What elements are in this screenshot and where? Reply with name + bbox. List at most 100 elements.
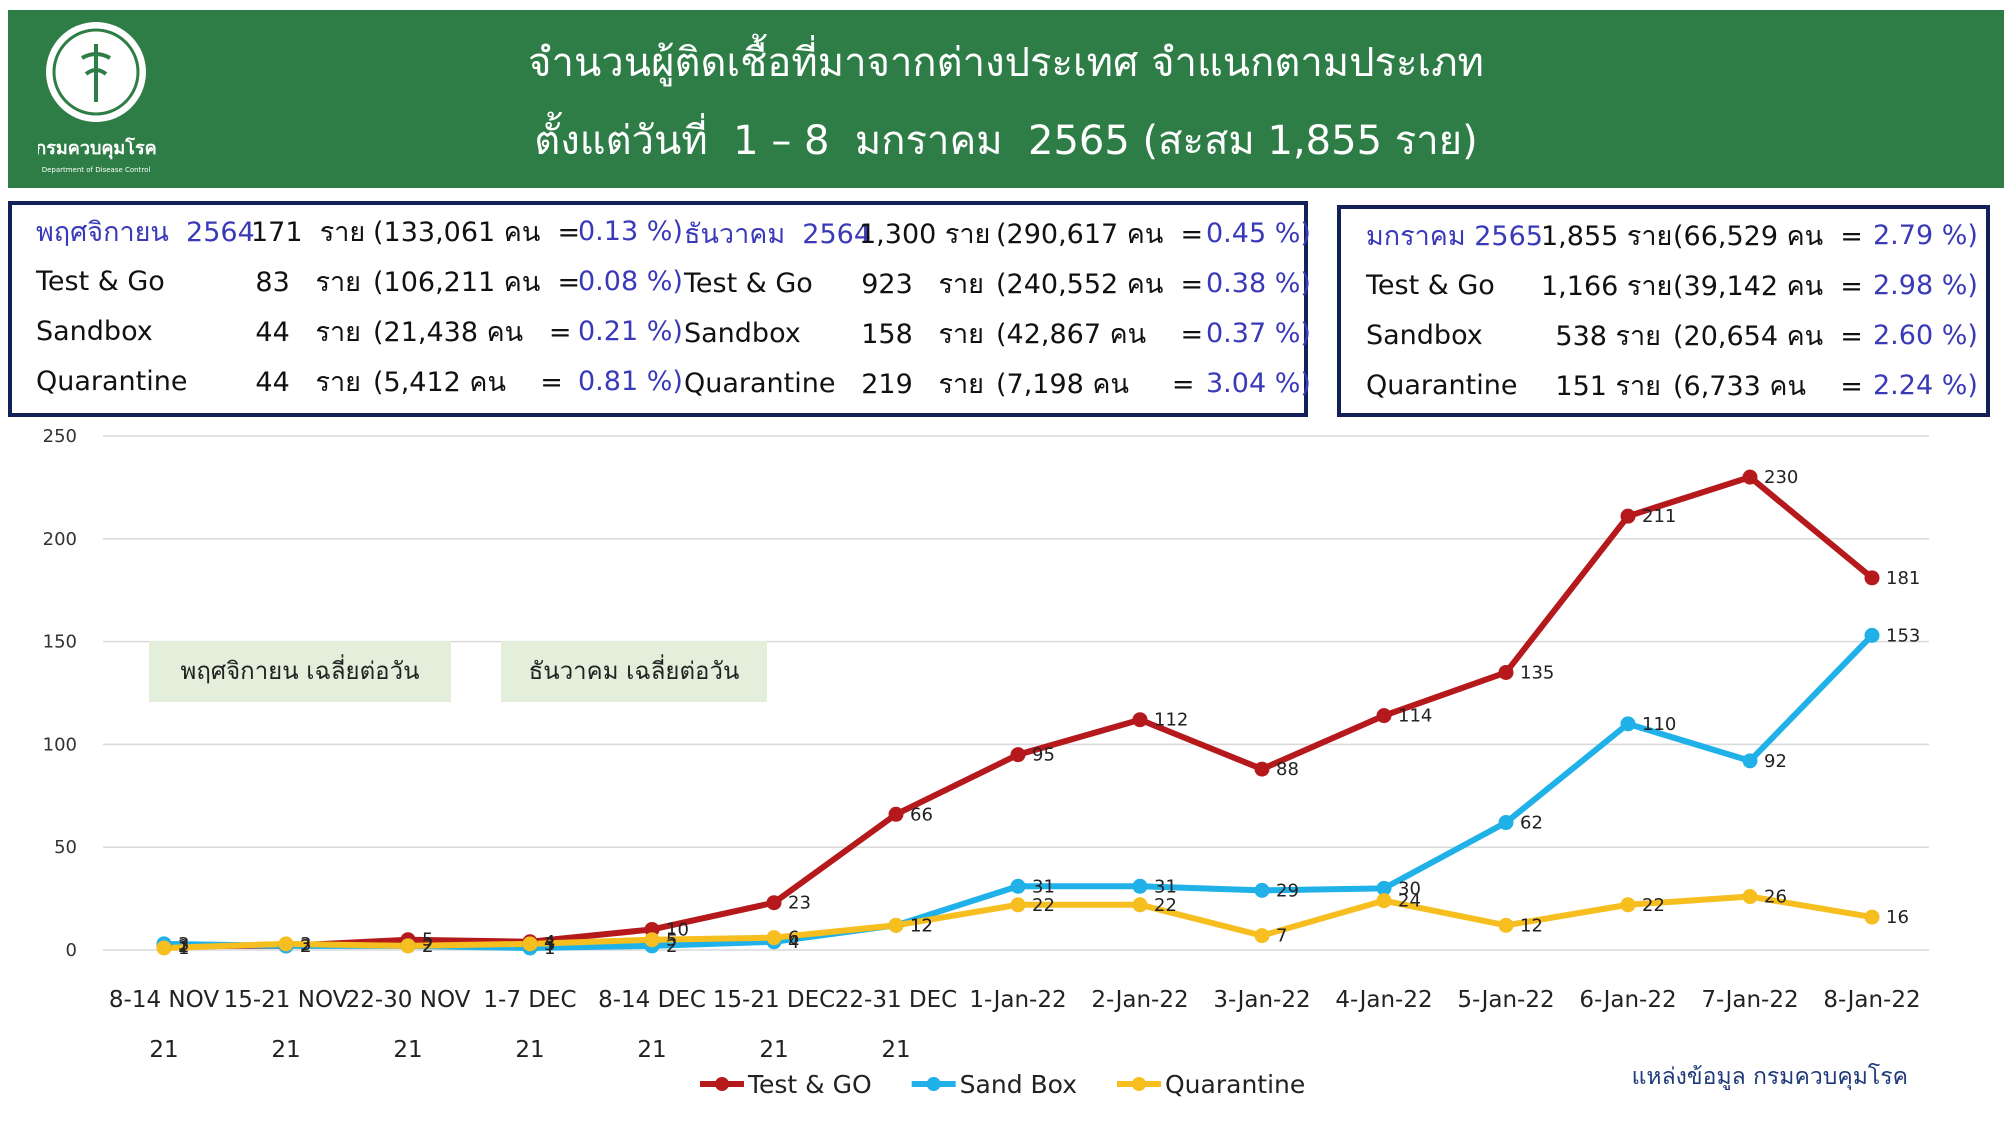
summary-box xyxy=(1337,205,1990,417)
data-label: 12 xyxy=(910,915,933,936)
summary-row: มกราคม 2565 1,855 ราย (66,529 คน = 2.79 %) xyxy=(1366,210,1983,260)
data-label: 5 xyxy=(666,930,677,951)
data-label: 10 xyxy=(666,919,689,940)
summary-label: Sandbox xyxy=(1366,319,1483,351)
data-point xyxy=(1620,897,1636,913)
summary-pct: 3.04 %) xyxy=(1206,367,1311,399)
data-label: 12 xyxy=(910,915,933,936)
x-tick-label: 4-Jan-22 xyxy=(1335,987,1433,1013)
data-label: 23 xyxy=(788,893,811,914)
summary-row: Quarantine 151 ราย (6,733 คน = 2.24 %) xyxy=(1366,360,1983,410)
data-point xyxy=(1376,708,1392,724)
summary-base: (106,211 คน = xyxy=(373,266,581,298)
summary-row: Sandbox 44 ราย (21,438 คน = 0.21 %) xyxy=(36,306,688,356)
x-tick-label: 15-21 NOV 21 xyxy=(223,987,349,1063)
summary-row: Sandbox 538 ราย (20,654 คน = 2.60 %) xyxy=(1366,310,1983,360)
summary-count: 83 ราย xyxy=(255,266,361,298)
data-label: 2 xyxy=(178,936,189,957)
summary-base: (290,617 คน = xyxy=(996,218,1204,250)
data-point xyxy=(522,936,538,952)
x-tick-label: 8-14 NOV 21 xyxy=(108,987,220,1063)
summary-count: 158 ราย xyxy=(861,318,984,350)
summary-count: 1,166 ราย xyxy=(1541,270,1673,302)
x-tick-label: 3-Jan-22 xyxy=(1213,987,1311,1013)
summary-row: ธันวาคม 2564 1,300 ราย (290,617 คน = 0.45 %… xyxy=(684,208,1318,258)
data-label: 66 xyxy=(910,804,933,825)
summary-count: 923 ราย xyxy=(861,268,984,300)
summary-count: 538 ราย xyxy=(1555,320,1661,352)
data-label: 26 xyxy=(1764,887,1787,908)
summary-pct: 2.60 %) xyxy=(1873,319,1978,351)
y-tick-label: 0 xyxy=(66,940,77,961)
data-label: 3 xyxy=(544,934,555,955)
data-label: 3 xyxy=(300,934,311,955)
data-point xyxy=(1498,815,1514,831)
data-label: 114 xyxy=(1398,706,1432,727)
title: จำนวนผู้ติดเชื้อที่มาจากต่างประเทศ จำแนก… xyxy=(528,40,1484,86)
legend-swatch xyxy=(1132,1077,1146,1091)
y-tick-label: 150 xyxy=(43,632,77,653)
summary-pct: 2.79 %) xyxy=(1873,219,1978,251)
data-label: 29 xyxy=(1276,880,1299,901)
summary-pct: 0.45 %) xyxy=(1206,217,1311,249)
summary-section: พฤศจิกายน 2564 171 ราย (133,061 คน = 0.13 %… xyxy=(36,206,688,406)
summary-count: 151 ราย xyxy=(1555,370,1661,402)
data-point xyxy=(156,940,172,956)
logo: กรมควบคุมโรค Department of Disease Contr… xyxy=(38,22,157,174)
data-point xyxy=(1620,716,1636,732)
data-label: 7 xyxy=(1276,926,1287,947)
legend-label: Quarantine xyxy=(1165,1070,1305,1099)
data-label: 6 xyxy=(788,928,799,949)
data-point xyxy=(1254,882,1270,898)
data-point xyxy=(766,930,782,946)
summary-base: (66,529 คน = xyxy=(1673,220,1863,252)
x-tick-label: 15-21 DEC 21 xyxy=(712,987,836,1063)
data-label: 3 xyxy=(178,934,189,955)
summary-base: (21,438 คน = xyxy=(373,316,572,348)
summary-base: (20,654 คน = xyxy=(1673,320,1863,352)
annotation: พฤศจิกายน เฉลี่ยต่อวัน xyxy=(149,641,451,702)
summary-count: 219 ราย xyxy=(861,368,984,400)
summary-row: Test & Go 1,166 ราย (39,142 คน = 2.98 %) xyxy=(1366,260,1983,310)
data-point xyxy=(1376,880,1392,896)
data-point xyxy=(1742,469,1758,485)
x-tick-label: 7-Jan-22 xyxy=(1701,987,1799,1013)
data-label: 211 xyxy=(1642,506,1676,527)
data-point xyxy=(644,932,660,948)
summary-label: Quarantine xyxy=(36,365,188,397)
summary-pct: 0.37 %) xyxy=(1206,317,1311,349)
data-point xyxy=(1132,712,1148,728)
data-label: 5 xyxy=(422,930,433,951)
data-label: 2 xyxy=(422,936,433,957)
data-label: 95 xyxy=(1032,745,1055,766)
logo-text: กรมควบคุมโรค xyxy=(38,137,157,160)
data-label: 110 xyxy=(1642,714,1676,735)
summary-label: Sandbox xyxy=(684,317,801,349)
x-tick-label: 2-Jan-22 xyxy=(1091,987,1189,1013)
x-tick-label: 22-30 NOV 21 xyxy=(345,987,471,1063)
title: ตั้งแต่วันที่ 1 – 8 มกราคม 2565 (สะสม 1,… xyxy=(534,118,1478,164)
summary-pct: 0.13 %) xyxy=(578,215,683,247)
data-label: 24 xyxy=(1398,891,1421,912)
summary-row: Quarantine 219 ราย (7,198 คน = 3.04 %) xyxy=(684,358,1318,408)
summary-base: (133,061 คน = xyxy=(373,216,581,248)
data-label: 92 xyxy=(1764,751,1787,772)
data-point xyxy=(1742,753,1758,769)
summary-label: Test & Go xyxy=(1366,269,1495,301)
x-tick-label: 6-Jan-22 xyxy=(1579,987,1677,1013)
data-point xyxy=(1132,897,1148,913)
data-point xyxy=(1254,761,1270,777)
summary-label: Quarantine xyxy=(1366,369,1518,401)
data-label: 30 xyxy=(1398,878,1421,899)
summary-box xyxy=(8,201,1308,417)
data-label: 181 xyxy=(1886,568,1920,589)
data-label: 88 xyxy=(1276,759,1299,780)
x-tick-label: 1-7 DEC 21 xyxy=(483,987,577,1063)
summary-base: (6,733 คน = xyxy=(1673,370,1863,402)
data-label: 4 xyxy=(788,932,799,953)
data-point xyxy=(278,936,294,952)
data-label: 31 xyxy=(1154,876,1177,897)
data-label: 230 xyxy=(1764,467,1798,488)
summary-count: 44 ราย xyxy=(255,366,361,398)
